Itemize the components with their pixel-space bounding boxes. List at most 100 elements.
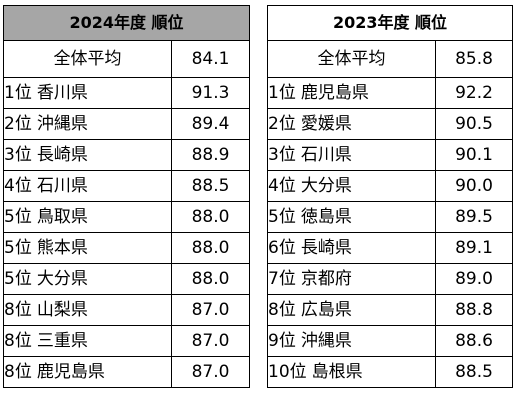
score-value: 88.8 (434, 294, 514, 326)
prefecture-name: 香川県 (36, 83, 88, 103)
table-body: 2024年度 順位 全体平均 84.1 1位 香川県 91.3 2位 沖縄県 89.4 3位 長崎県… (2, 5, 251, 388)
score-value: 89.5 (434, 201, 514, 233)
rank-prefecture-cell: 5位 鳥取県 (3, 201, 172, 233)
rank-prefecture-cell: 8位 山梨県 (3, 294, 172, 326)
table-row: 8位 三重県 87.0 (3, 325, 251, 357)
average-value: 84.1 (170, 40, 251, 78)
ranking-table-2024: 2024年度 順位 全体平均 84.1 1位 香川県 91.3 2位 沖縄県 89.4 3位 長崎県… (2, 5, 251, 388)
table-row: 6位 長崎県 89.1 (267, 232, 514, 264)
score-value: 89.4 (170, 108, 251, 140)
rank-prefecture-cell: 2位 沖縄県 (3, 108, 172, 140)
score-value: 88.9 (170, 139, 251, 171)
average-row: 全体平均 84.1 (3, 40, 251, 78)
rank-prefecture-cell: 5位 大分県 (3, 263, 172, 295)
rank-prefecture-cell: 8位 三重県 (3, 325, 172, 357)
prefecture-name: 長崎県 (36, 145, 88, 165)
average-value: 85.8 (434, 40, 514, 78)
score-value: 87.0 (170, 325, 251, 357)
rank-prefecture-cell: 1位 香川県 (3, 77, 172, 109)
prefecture-name: 熊本県 (36, 238, 88, 258)
rank-prefecture-cell: 4位 石川県 (3, 170, 172, 202)
rank-prefecture-cell: 4位 大分県 (267, 170, 436, 202)
prefecture-name: 愛媛県 (300, 114, 352, 134)
rank-label: 8位 (4, 362, 32, 382)
table-row: 8位 広島県 88.8 (267, 294, 514, 326)
table-row: 2位 愛媛県 90.5 (267, 108, 514, 140)
table-row: 5位 鳥取県 88.0 (3, 201, 251, 233)
rank-label: 10位 (268, 362, 307, 382)
table-row: 9位 沖縄県 88.6 (267, 325, 514, 357)
rank-label: 2位 (268, 114, 296, 134)
table-row: 1位 鹿児島県 92.2 (267, 77, 514, 109)
rank-label: 5位 (4, 238, 32, 258)
table-body: 2023年度 順位 全体平均 85.8 1位 鹿児島県 92.2 2位 愛媛県 90.5 3位 石川… (266, 5, 514, 388)
rank-prefecture-cell: 6位 長崎県 (267, 232, 436, 264)
prefecture-name: 石川県 (300, 145, 352, 165)
table-header-row: 2023年度 順位 (266, 5, 514, 41)
table-row: 3位 石川県 90.1 (267, 139, 514, 171)
prefecture-name: 石川県 (36, 176, 88, 196)
score-value: 87.0 (170, 356, 251, 388)
rank-label: 8位 (4, 300, 32, 320)
rank-label: 5位 (4, 207, 32, 227)
table-title: 2024年度 順位 (2, 5, 251, 41)
prefecture-name: 大分県 (300, 176, 352, 196)
score-value: 88.5 (170, 170, 251, 202)
rank-label: 6位 (268, 238, 296, 258)
prefecture-name: 沖縄県 (36, 114, 88, 134)
table-row: 4位 大分県 90.0 (267, 170, 514, 202)
rank-prefecture-cell: 8位 鹿児島県 (3, 356, 172, 388)
prefecture-name: 鹿児島県 (300, 83, 369, 103)
table-row: 2位 沖縄県 89.4 (3, 108, 251, 140)
score-value: 89.0 (434, 263, 514, 295)
score-value: 90.0 (434, 170, 514, 202)
prefecture-name: 鹿児島県 (36, 362, 105, 382)
average-label: 全体平均 (3, 40, 172, 78)
score-value: 90.5 (434, 108, 514, 140)
rank-prefecture-cell: 7位 京都府 (267, 263, 436, 295)
prefecture-name: 沖縄県 (300, 331, 352, 351)
table-row: 1位 香川県 91.3 (3, 77, 251, 109)
rank-label: 9位 (268, 331, 296, 351)
rank-label: 3位 (4, 145, 32, 165)
rank-label: 4位 (4, 176, 32, 196)
table-row: 3位 長崎県 88.9 (3, 139, 251, 171)
rank-prefecture-cell: 9位 沖縄県 (267, 325, 436, 357)
table-row: 4位 石川県 88.5 (3, 170, 251, 202)
score-value: 88.0 (170, 201, 251, 233)
ranking-table-2023: 2023年度 順位 全体平均 85.8 1位 鹿児島県 92.2 2位 愛媛県 90.5 3位 石川… (266, 5, 514, 388)
score-value: 88.6 (434, 325, 514, 357)
score-value: 90.1 (434, 139, 514, 171)
rank-label: 1位 (4, 83, 32, 103)
prefecture-name: 広島県 (300, 300, 352, 320)
rank-prefecture-cell: 5位 熊本県 (3, 232, 172, 264)
rank-prefecture-cell: 10位 島根県 (267, 356, 436, 388)
table-header-row: 2024年度 順位 (2, 5, 251, 41)
rank-prefecture-cell: 5位 徳島県 (267, 201, 436, 233)
prefecture-name: 長崎県 (300, 238, 352, 258)
table-row: 5位 熊本県 88.0 (3, 232, 251, 264)
rank-label: 4位 (268, 176, 296, 196)
prefecture-name: 大分県 (36, 269, 88, 289)
prefecture-name: 三重県 (36, 331, 88, 351)
rank-prefecture-cell: 3位 石川県 (267, 139, 436, 171)
prefecture-name: 山梨県 (36, 300, 88, 320)
table-row: 7位 京都府 89.0 (267, 263, 514, 295)
table-row: 10位 島根県 88.5 (267, 356, 514, 388)
score-value: 91.3 (170, 77, 251, 109)
score-value: 88.0 (170, 263, 251, 295)
table-title: 2023年度 順位 (266, 5, 514, 41)
score-value: 88.0 (170, 232, 251, 264)
average-row: 全体平均 85.8 (267, 40, 514, 78)
rank-label: 7位 (268, 269, 296, 289)
rank-label: 3位 (268, 145, 296, 165)
prefecture-name: 鳥取県 (36, 207, 88, 227)
average-label: 全体平均 (267, 40, 436, 78)
rank-label: 5位 (268, 207, 296, 227)
score-value: 89.1 (434, 232, 514, 264)
rank-label: 2位 (4, 114, 32, 134)
rank-label: 8位 (4, 331, 32, 351)
score-value: 88.5 (434, 356, 514, 388)
rank-label: 1位 (268, 83, 296, 103)
rank-prefecture-cell: 2位 愛媛県 (267, 108, 436, 140)
